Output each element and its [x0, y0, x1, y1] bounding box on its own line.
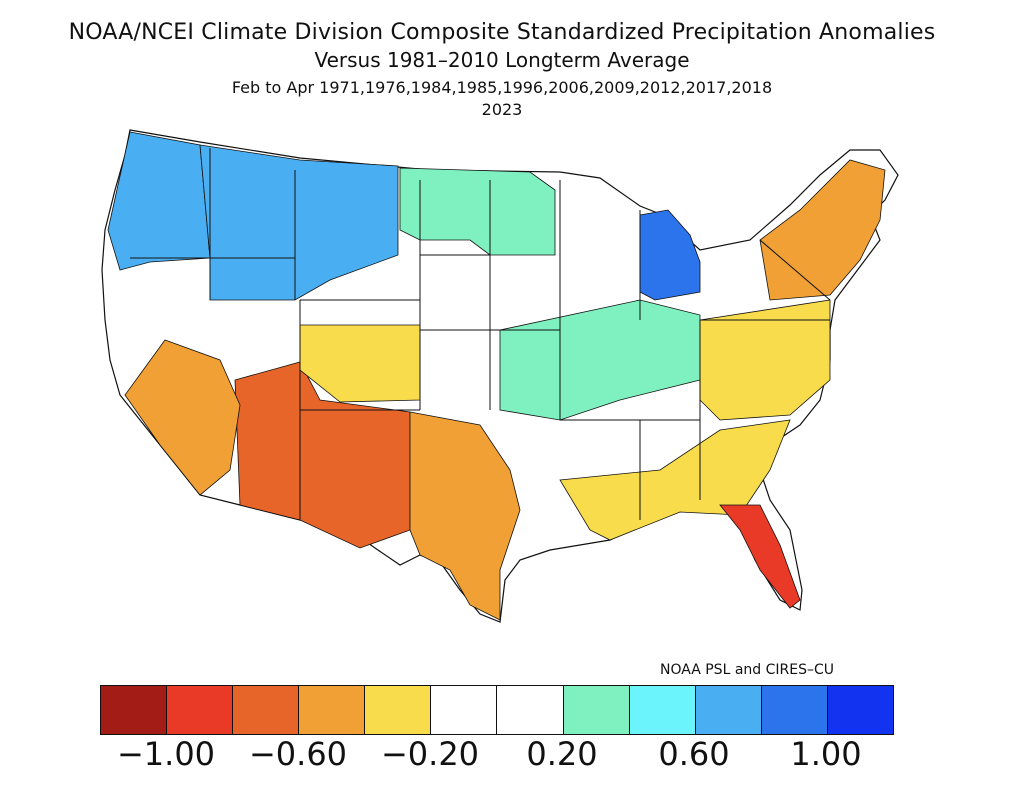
color-scale-swatch: [563, 686, 630, 734]
color-scale-swatch: [365, 686, 432, 734]
color-scale-swatch: [761, 686, 828, 734]
color-scale-swatch: [629, 686, 696, 734]
region-upper-michigan: [639, 209, 701, 301]
color-scale-ticks: −1.00 −0.60 −0.20 0.20 0.60 1.00: [0, 735, 1024, 775]
color-scale-swatch: [497, 686, 564, 734]
color-scale-swatch: [431, 686, 498, 734]
color-scale-tick-label: 1.00: [790, 735, 862, 773]
region-florida: [719, 504, 801, 609]
us-climate-division-map: [101, 129, 899, 623]
map-title: NOAA/NCEI Climate Division Composite Sta…: [68, 20, 936, 45]
color-scale-swatch: [827, 686, 893, 734]
region-pacific-northwest: [107, 131, 211, 271]
color-scale-swatch: [167, 686, 234, 734]
color-scale-tick-label: 0.60: [658, 735, 730, 773]
color-scale-swatch: [695, 686, 762, 734]
color-scale-swatch: [233, 686, 300, 734]
region-southern-california: [124, 339, 241, 496]
color-scale-bar: [100, 685, 894, 735]
color-scale-tick-label: −1.00: [116, 735, 216, 773]
color-scale-tick-label: 0.20: [526, 735, 598, 773]
region-texas: [409, 411, 521, 621]
map-season-years: Feb to Apr 1971,1976,1984,1985,1996,2006…: [231, 78, 773, 97]
map-subtitle: Versus 1981–2010 Longterm Average: [314, 48, 690, 72]
color-scale-tick-label: −0.60: [248, 735, 348, 773]
region-northeast: [759, 159, 886, 301]
credit-text: NOAA PSL and CIRES–CU: [660, 662, 834, 678]
color-scale-swatch: [299, 686, 366, 734]
color-scale-tick-label: −0.20: [380, 735, 480, 773]
color-scale-swatch: [101, 686, 168, 734]
map-year: 2023: [481, 100, 523, 119]
